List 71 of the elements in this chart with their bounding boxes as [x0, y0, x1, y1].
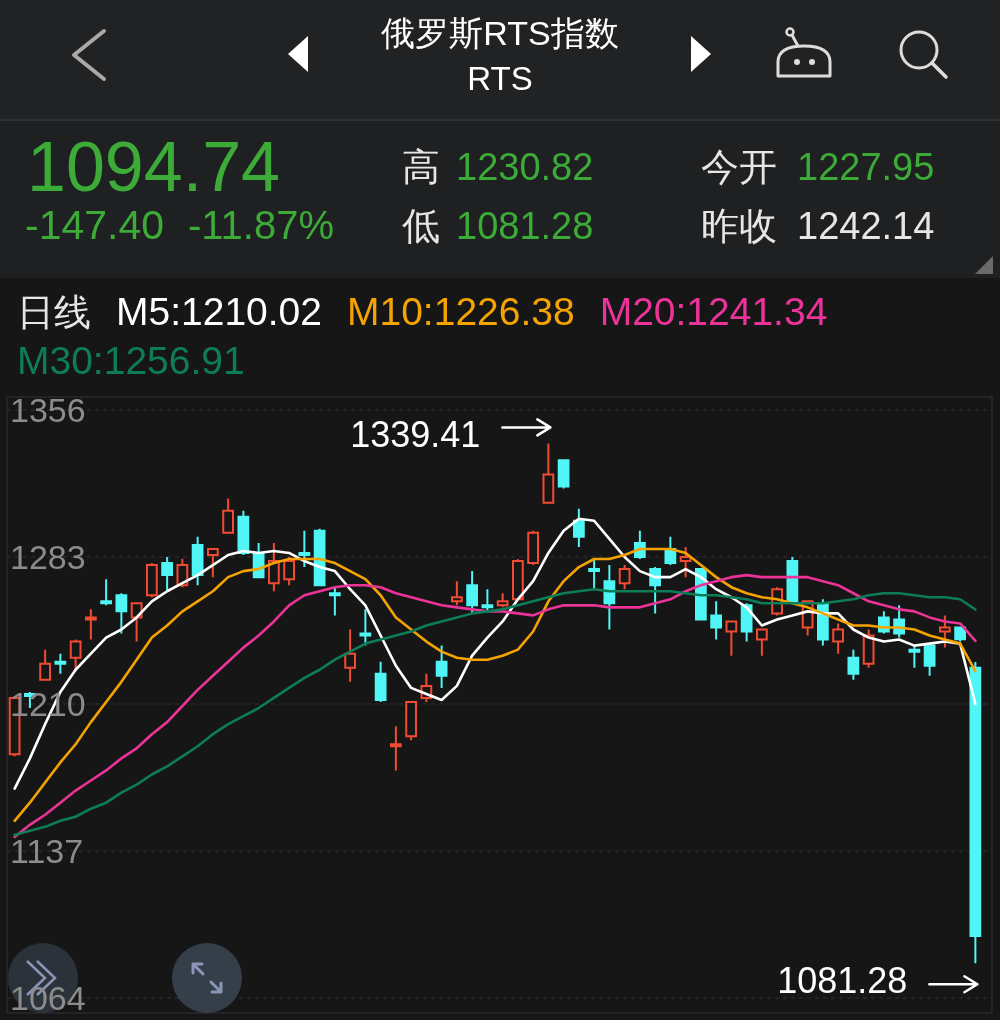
text: -11.87%: [188, 203, 335, 247]
candlestick: [847, 648, 860, 681]
candlestick: [69, 638, 82, 671]
candlestick: [283, 556, 296, 587]
candlestick: [542, 442, 555, 504]
candlestick: [588, 558, 601, 591]
text: 日线: [17, 292, 91, 333]
line-series: [13, 517, 977, 790]
candlestick: [405, 700, 418, 742]
candlestick: [496, 592, 509, 609]
candlestick: [679, 545, 692, 579]
candlestick: [923, 644, 936, 677]
text: 低: [402, 205, 440, 247]
text: 高: [402, 146, 440, 188]
candlestick: [374, 660, 387, 703]
y-tick-label: 1137: [10, 832, 84, 870]
candlestick: [146, 562, 158, 599]
annotation: 1081.28: [777, 960, 908, 1002]
candlestick: [359, 608, 372, 647]
candlestick: [725, 620, 738, 657]
candlestick: [191, 535, 204, 587]
text: 昨收: [701, 205, 777, 247]
text: M10:1226.38: [346, 290, 575, 333]
candlestick: [557, 459, 570, 490]
text: 1230.82: [456, 146, 594, 188]
candlestick: [573, 507, 585, 548]
candlestick: [649, 566, 662, 615]
candlestick: [435, 644, 448, 689]
chart-title: 俄罗斯RTS指数: [381, 14, 619, 52]
candlestick: [908, 644, 921, 669]
candlestick: [207, 547, 219, 579]
text: M5:1210.02: [116, 290, 322, 333]
candlestick: [481, 588, 494, 613]
chart-subtitle: RTS: [467, 59, 533, 97]
text: M20:1241.34: [599, 290, 828, 333]
candlestick: [100, 578, 113, 607]
candlestick: [954, 626, 967, 643]
candlestick: [466, 570, 479, 615]
candlestick: [969, 661, 982, 965]
candlestick: [756, 628, 768, 657]
candlestick: [115, 592, 128, 635]
text: 1081.28: [456, 205, 594, 247]
candlestick: [176, 558, 189, 589]
candlestick: [298, 529, 311, 569]
candlestick: [329, 586, 341, 617]
text: M30:1256.91: [17, 339, 245, 382]
candlestick: [832, 622, 845, 655]
candlestick: [527, 529, 540, 567]
y-tick-label: 1356: [10, 391, 86, 429]
candlestick: [618, 564, 631, 591]
candlestick: [222, 497, 235, 534]
text: 今开: [701, 146, 777, 188]
y-tick-label: 1064: [10, 979, 86, 1017]
candlestick: [161, 556, 174, 593]
candlestick: [390, 725, 402, 772]
candlestick: [862, 628, 875, 669]
annotation: 1339.41: [350, 414, 481, 456]
candlestick: [512, 558, 524, 601]
candlestick: [54, 652, 67, 675]
candlestick: [344, 628, 357, 683]
candlestick: [451, 580, 463, 607]
candlestick: [39, 648, 52, 681]
candlestick: [740, 602, 753, 643]
candlestick: [85, 608, 97, 641]
y-tick-label: 1283: [10, 538, 86, 576]
candlestick: [603, 564, 616, 631]
candlestick: [710, 600, 723, 641]
candlestick: [268, 541, 280, 593]
text: 1227.95: [797, 146, 935, 188]
candlestick: [939, 614, 951, 649]
text: 1242.14: [797, 205, 935, 247]
